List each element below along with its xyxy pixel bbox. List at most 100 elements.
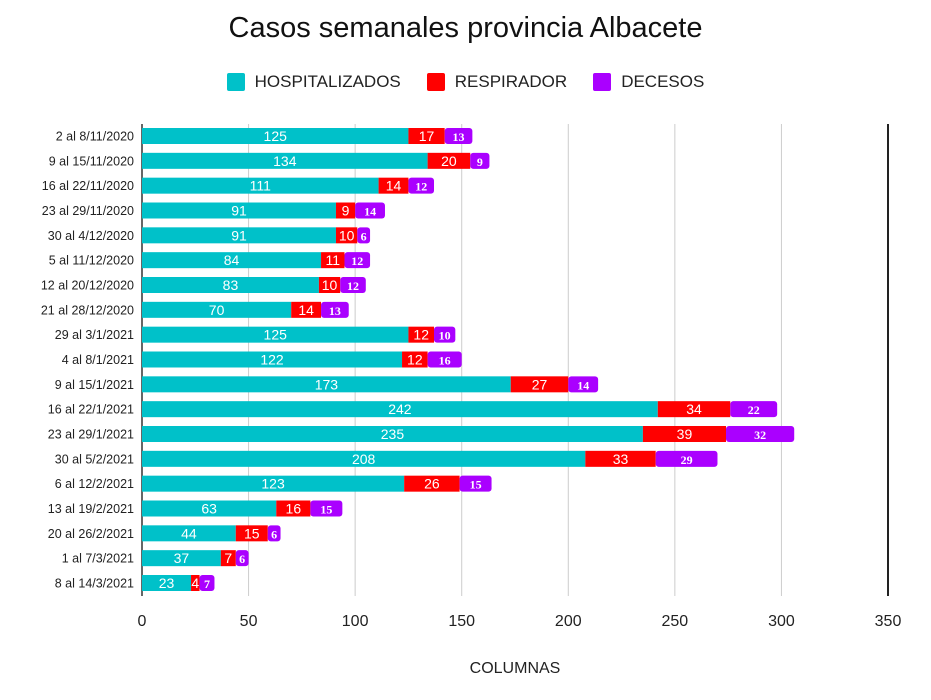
- data-label: 4: [191, 575, 199, 591]
- data-label: 6: [271, 527, 277, 541]
- bar-respirador: [642, 426, 727, 442]
- legend-label: HOSPITALIZADOS: [254, 72, 401, 91]
- y-tick-label: 23 al 29/1/2021: [48, 428, 134, 442]
- bar-decesos: [199, 575, 215, 591]
- data-label: 37: [174, 550, 190, 566]
- bar-respirador: [657, 401, 731, 418]
- bar-respirador: [276, 500, 311, 517]
- data-label: 11: [325, 252, 340, 268]
- data-label: 33: [613, 451, 629, 467]
- bar-respirador: [220, 550, 236, 567]
- data-label: 134: [273, 153, 297, 169]
- data-label: 32: [754, 428, 766, 442]
- x-tick-label: 350: [875, 613, 902, 630]
- data-label: 27: [532, 376, 548, 392]
- bar-respirador: [235, 525, 268, 542]
- data-label: 12: [351, 254, 363, 268]
- y-tick-label: 6 al 12/2/2021: [55, 477, 134, 491]
- legend-item-decesos[interactable]: DECESOS: [593, 72, 704, 92]
- data-label: 12: [347, 279, 359, 293]
- bar-decesos: [344, 252, 371, 269]
- data-label: 22: [748, 403, 760, 417]
- bar-hospitalizados: [142, 500, 277, 517]
- data-label: 10: [322, 277, 338, 293]
- bar-respirador: [291, 301, 322, 318]
- data-label: 14: [298, 302, 314, 318]
- data-label: 91: [231, 203, 247, 219]
- y-tick-label: 21 al 28/12/2020: [41, 303, 134, 317]
- data-label: 13: [453, 130, 465, 144]
- bar-hospitalizados: [142, 426, 643, 442]
- y-tick-label: 23 al 29/11/2020: [42, 204, 134, 218]
- legend-item-respirador[interactable]: RESPIRADOR: [426, 72, 568, 92]
- y-tick-label: 9 al 15/1/2021: [55, 378, 134, 392]
- bar-respirador: [335, 202, 356, 219]
- data-label: 123: [261, 476, 285, 492]
- bar-respirador: [408, 326, 435, 343]
- bar-respirador: [378, 177, 409, 194]
- bar-decesos: [434, 326, 456, 343]
- data-label: 7: [204, 577, 210, 591]
- data-label: 39: [677, 426, 693, 442]
- data-label: 17: [419, 128, 435, 144]
- data-label: 13: [329, 304, 341, 318]
- x-tick-label: 300: [768, 613, 795, 630]
- bar-decesos: [726, 426, 795, 442]
- legend-item-hospitalizados[interactable]: HOSPITALIZADOS: [226, 72, 401, 92]
- bar-decesos: [568, 376, 599, 393]
- y-tick-label: 2 al 8/11/2020: [56, 130, 134, 144]
- bar-hospitalizados: [142, 401, 658, 418]
- bar-respirador: [585, 450, 656, 467]
- data-label: 14: [386, 178, 402, 194]
- legend-swatch: [593, 73, 612, 91]
- bar-respirador: [427, 152, 471, 169]
- bar-respirador: [510, 376, 569, 393]
- bar-hospitalizados: [142, 326, 409, 343]
- legend: HOSPITALIZADOS RESPIRADOR DECESOS: [0, 72, 931, 92]
- bar-decesos: [655, 450, 718, 467]
- data-label: 122: [260, 352, 284, 368]
- bar-decesos: [340, 277, 366, 293]
- data-label: 15: [320, 503, 332, 517]
- data-label: 7: [224, 550, 232, 566]
- bar-decesos: [427, 351, 462, 368]
- y-tick-label: 16 al 22/11/2020: [42, 179, 134, 193]
- bar-hospitalizados: [142, 277, 319, 293]
- data-label: 12: [407, 352, 423, 368]
- x-axis-title: COLUMNAS: [469, 660, 561, 677]
- bar-hospitalizados: [142, 202, 336, 219]
- bar-respirador: [335, 227, 358, 244]
- bar-decesos: [357, 227, 371, 244]
- data-label: 208: [352, 451, 376, 467]
- bar-decesos: [470, 152, 490, 169]
- bar-respirador: [318, 277, 341, 293]
- data-label: 9: [342, 203, 350, 219]
- bar-respirador: [404, 475, 460, 492]
- bar-hospitalizados: [142, 177, 379, 194]
- data-label: 10: [439, 329, 451, 343]
- bar-hospitalizados: [142, 152, 428, 169]
- data-label: 6: [239, 552, 245, 566]
- bar-decesos: [355, 202, 385, 219]
- y-tick-label: 1 al 7/3/2021: [62, 552, 134, 566]
- bar-decesos: [310, 500, 343, 517]
- data-label: 34: [686, 401, 702, 417]
- bar-hospitalizados: [142, 376, 511, 393]
- bar-respirador: [408, 128, 445, 144]
- data-label: 15: [244, 525, 260, 541]
- legend-label: DECESOS: [621, 72, 705, 91]
- x-tick-label: 200: [555, 613, 582, 630]
- bar-hospitalizados: [142, 351, 403, 368]
- data-label: 6: [361, 229, 367, 243]
- legend-label: RESPIRADOR: [454, 72, 568, 91]
- data-label: 9: [477, 155, 483, 169]
- y-tick-label: 16 al 22/1/2021: [48, 403, 134, 417]
- bar-respirador: [402, 351, 428, 368]
- bar-hospitalizados: [142, 575, 192, 591]
- data-label: 14: [577, 378, 589, 392]
- y-tick-label: 13 al 19/2/2021: [48, 502, 134, 516]
- x-tick-label: 250: [662, 613, 689, 630]
- bar-hospitalizados: [142, 525, 236, 542]
- x-tick-label: 100: [342, 613, 369, 630]
